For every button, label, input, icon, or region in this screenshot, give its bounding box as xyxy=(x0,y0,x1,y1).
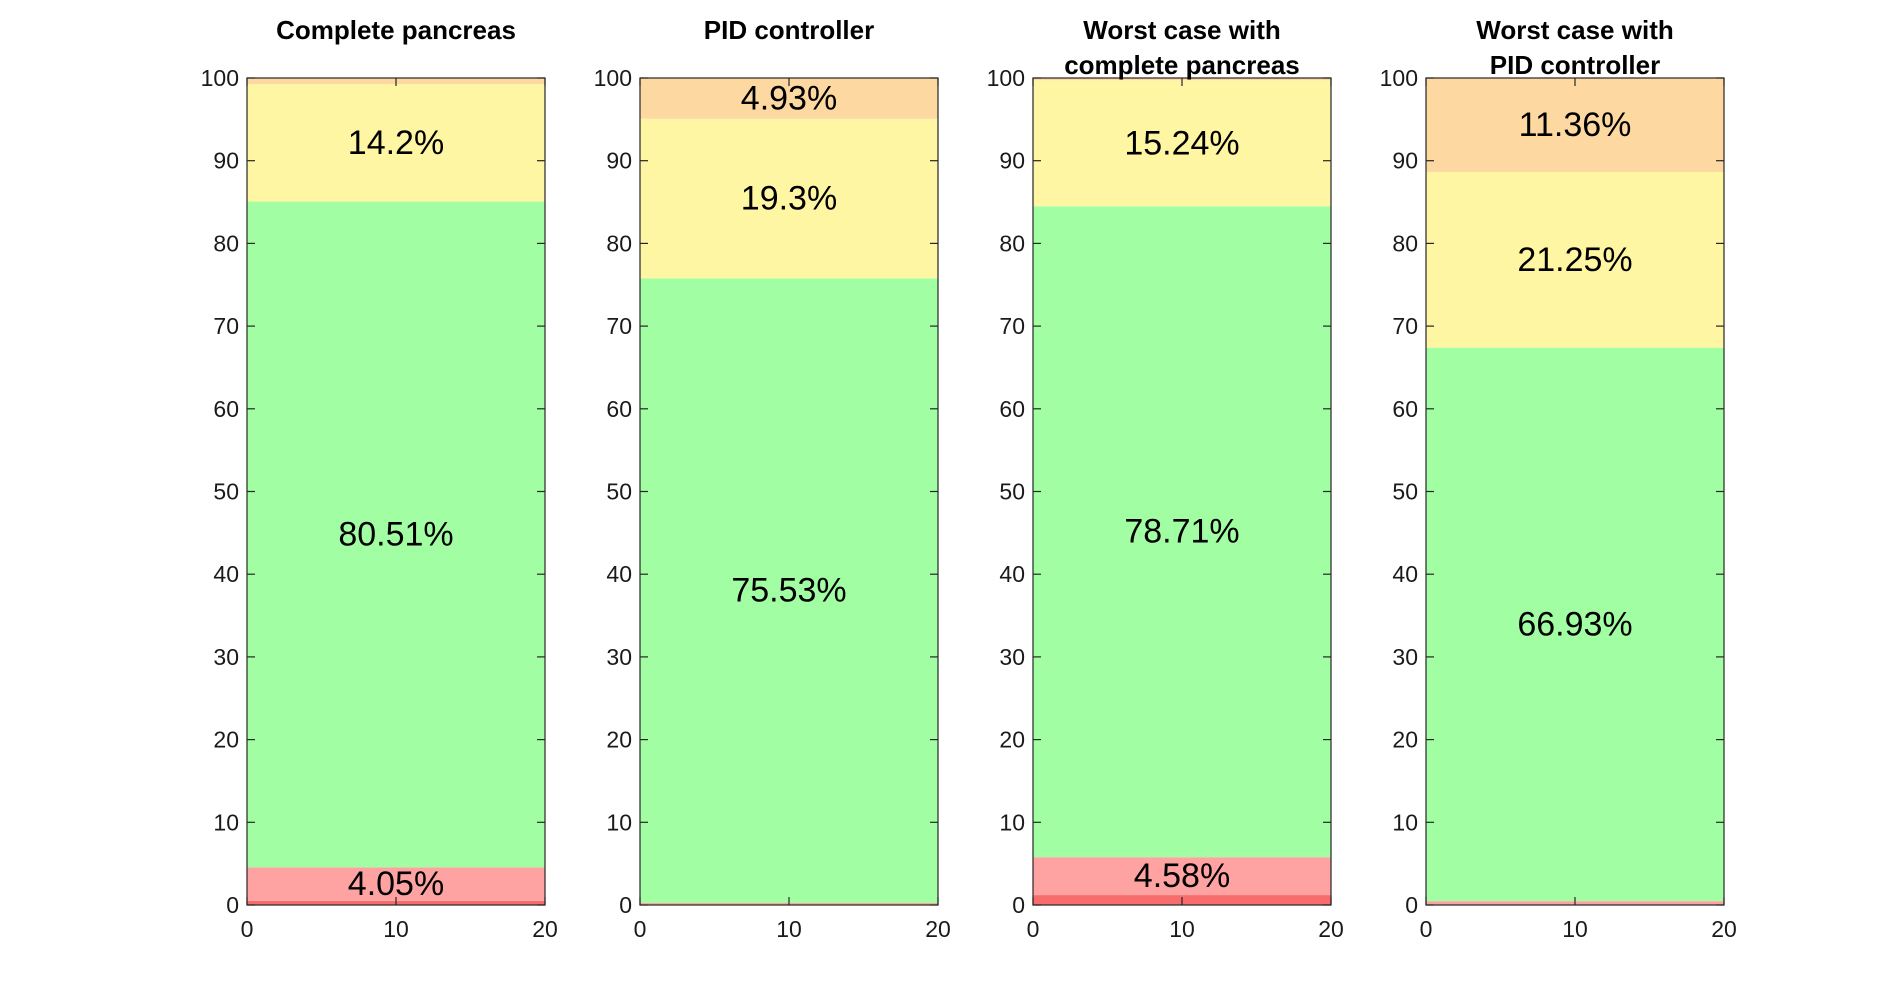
x-tick-label: 20 xyxy=(925,916,951,942)
segment-label: 78.71% xyxy=(1124,513,1239,551)
subplot-3: 4.58% 78.71% 15.24% 0 10 20 30 40 50 60 70 80 90 100 0… xyxy=(987,15,1344,942)
bar-segment xyxy=(1033,206,1331,858)
y-tick-label: 70 xyxy=(606,313,632,339)
y-tick-label: 30 xyxy=(999,644,1025,670)
segment-label: 21.25% xyxy=(1517,241,1632,279)
bar-segment xyxy=(247,201,545,868)
segment-label: 4.05% xyxy=(348,865,444,903)
y-tick-label: 10 xyxy=(606,809,632,835)
y-tick-label: 80 xyxy=(606,230,632,256)
segment-label: 66.93% xyxy=(1517,605,1632,643)
x-tick-label: 10 xyxy=(1169,916,1195,942)
y-tick-label: 30 xyxy=(606,644,632,670)
y-tick-label: 70 xyxy=(1392,313,1418,339)
x-tick-label: 0 xyxy=(241,916,254,942)
subplot-title: complete pancreas xyxy=(1064,50,1300,80)
x-tick-label: 0 xyxy=(1420,916,1433,942)
y-tick-label: 90 xyxy=(213,148,239,174)
y-tick-label: 10 xyxy=(1392,809,1418,835)
segment-label: 15.24% xyxy=(1124,124,1239,162)
y-tick-label: 70 xyxy=(213,313,239,339)
subplot-title: PID controller xyxy=(704,15,874,45)
segment-label: 14.2% xyxy=(348,124,444,162)
y-tick-label: 60 xyxy=(1392,396,1418,422)
y-tick-label: 30 xyxy=(1392,644,1418,670)
y-tick-label: 80 xyxy=(1392,230,1418,256)
subplot-1: 4.05% 80.51% 14.2% 0 10 20 30 40 50 60 70 80 90 100 0 1… xyxy=(201,15,558,942)
x-tick-label: 20 xyxy=(532,916,558,942)
y-tick-label: 0 xyxy=(1405,892,1418,918)
subplot-4: 66.93%21.25%11.36%0102030405060708090100… xyxy=(1380,15,1737,942)
y-tick-label: 10 xyxy=(999,809,1025,835)
y-tick-label: 40 xyxy=(213,561,239,587)
x-tick-label: 10 xyxy=(1562,916,1588,942)
y-tick-label: 100 xyxy=(1380,65,1418,91)
segment-label: 4.58% xyxy=(1134,857,1230,895)
y-tick-label: 40 xyxy=(606,561,632,587)
subplot-title: Worst case with xyxy=(1476,15,1673,45)
y-tick-label: 100 xyxy=(594,65,632,91)
bar-segment xyxy=(640,118,938,279)
y-tick-label: 20 xyxy=(606,727,632,753)
segment-label: 19.3% xyxy=(741,180,837,218)
y-tick-label: 30 xyxy=(213,644,239,670)
y-tick-label: 90 xyxy=(999,148,1025,174)
bar-segment xyxy=(1033,857,1331,896)
bar-segment xyxy=(1426,347,1724,902)
segment-label: 11.36% xyxy=(1519,106,1632,144)
bar-segment xyxy=(247,84,545,202)
x-tick-label: 0 xyxy=(634,916,647,942)
x-tick-label: 10 xyxy=(383,916,409,942)
y-tick-label: 0 xyxy=(226,892,239,918)
y-tick-label: 50 xyxy=(213,479,239,505)
y-tick-label: 90 xyxy=(1392,148,1418,174)
subplot-title: Worst case with xyxy=(1083,15,1280,45)
y-tick-label: 20 xyxy=(213,727,239,753)
y-tick-label: 100 xyxy=(201,65,239,91)
x-tick-label: 0 xyxy=(1027,916,1040,942)
bar-segment xyxy=(1426,171,1724,348)
x-tick-label: 20 xyxy=(1711,916,1737,942)
y-tick-label: 70 xyxy=(999,313,1025,339)
y-tick-label: 0 xyxy=(619,892,632,918)
y-tick-label: 90 xyxy=(606,148,632,174)
y-tick-label: 10 xyxy=(213,809,239,835)
y-tick-label: 80 xyxy=(999,230,1025,256)
bar-segment xyxy=(247,867,545,901)
y-tick-label: 20 xyxy=(1392,727,1418,753)
subplot-title: Complete pancreas xyxy=(276,15,516,45)
bar-segment xyxy=(1426,78,1724,172)
bar-segment xyxy=(1033,80,1331,207)
x-tick-label: 20 xyxy=(1318,916,1344,942)
y-tick-label: 0 xyxy=(1012,892,1025,918)
y-tick-label: 20 xyxy=(999,727,1025,753)
y-tick-label: 50 xyxy=(606,479,632,505)
y-tick-label: 80 xyxy=(213,230,239,256)
y-tick-label: 40 xyxy=(999,561,1025,587)
y-tick-label: 40 xyxy=(1392,561,1418,587)
y-tick-label: 60 xyxy=(999,396,1025,422)
bar-segment xyxy=(640,278,938,904)
segment-label: 80.51% xyxy=(338,515,453,553)
subplot-title: PID controller xyxy=(1490,50,1660,80)
y-tick-label: 60 xyxy=(606,396,632,422)
y-tick-label: 50 xyxy=(999,479,1025,505)
y-tick-label: 50 xyxy=(1392,479,1418,505)
y-tick-label: 60 xyxy=(213,396,239,422)
x-tick-label: 10 xyxy=(776,916,802,942)
y-tick-label: 100 xyxy=(987,65,1025,91)
segment-label: 75.53% xyxy=(731,572,846,610)
